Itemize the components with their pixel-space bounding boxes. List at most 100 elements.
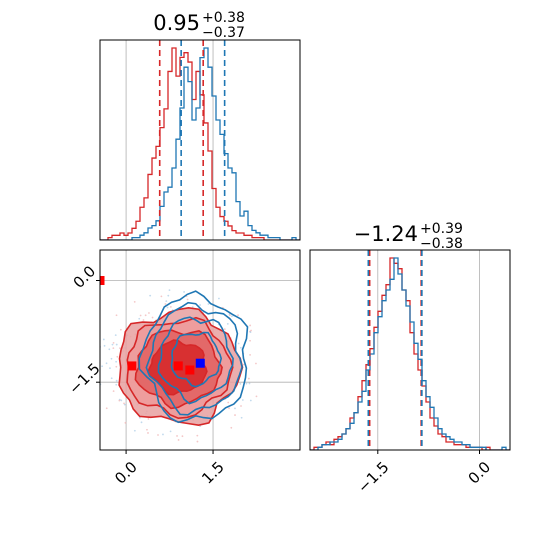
p1-frame — [99, 39, 301, 241]
joint-sample-point — [207, 303, 210, 305]
joint-sample-point — [183, 291, 185, 293]
joint-sample-point — [157, 434, 159, 436]
joint-sample-point — [239, 383, 242, 385]
joint-ytick-label-0: −1.5 — [65, 359, 103, 397]
joint-sample-point — [94, 350, 96, 352]
joint-blue-contour-0 — [170, 331, 223, 388]
p2-frame — [309, 249, 511, 451]
p2-quantile-lines — [367, 250, 423, 450]
joint-sample-point — [105, 407, 108, 410]
joint-sample-point — [162, 433, 164, 436]
hist-panel-param2: −1.5 0.0 −1.24 +0.39 −0.38 — [309, 221, 511, 497]
p2-gridlines — [377, 250, 480, 450]
joint-sample-point — [230, 426, 233, 429]
joint-sample-point — [248, 382, 251, 385]
p2-histogram-red — [310, 257, 510, 450]
p2-xtick-label-0: −1.5 — [354, 458, 392, 496]
joint-sample-point — [110, 377, 113, 380]
joint-sample-point — [119, 328, 122, 331]
joint-sample-point — [133, 300, 136, 303]
p2-histograms — [310, 257, 510, 450]
p1-histogram-blue — [100, 47, 300, 240]
joint-sample-point — [140, 421, 143, 424]
joint-density — [94, 276, 258, 443]
joint-blue-contour-1 — [157, 316, 234, 405]
joint-marker-red-3 — [185, 365, 195, 375]
joint-blue-contour-3 — [138, 290, 249, 424]
joint-sample-point — [102, 338, 105, 341]
joint-sample-point — [147, 432, 149, 434]
joint-sample-point — [176, 435, 178, 437]
joint-sample-point — [115, 379, 118, 382]
joint-sample-point — [167, 294, 170, 297]
joint-sample-point — [234, 407, 236, 410]
joint-sample-point — [115, 343, 118, 346]
joint-marker-red-1 — [127, 361, 137, 371]
joint-sample-point — [149, 294, 152, 297]
joint-sample-point — [98, 385, 100, 387]
joint-sample-point — [218, 297, 220, 300]
joint-sample-point — [119, 347, 121, 350]
joint-sample-point — [110, 357, 113, 360]
joint-sample-point — [112, 347, 115, 349]
title-param1-upper: +0.38 — [202, 10, 245, 26]
joint-sample-point — [191, 306, 194, 308]
joint-sample-point — [116, 355, 119, 358]
joint-xtick-label-0: 0.0 — [111, 458, 141, 488]
joint-sample-point — [196, 440, 199, 443]
joint-sample-point — [151, 316, 154, 319]
joint-sample-point — [247, 377, 250, 380]
joint-sample-point — [249, 399, 252, 402]
joint-sample-point — [169, 306, 172, 308]
title-param1-lower: −0.37 — [202, 25, 245, 41]
joint-sample-point — [165, 300, 168, 302]
joint-sample-point — [186, 298, 189, 301]
joint-sample-point — [147, 418, 150, 420]
p1-quantile-lines — [158, 40, 226, 240]
joint-sample-point — [164, 303, 167, 305]
joint-blue-contour-2 — [145, 301, 243, 416]
joint-sample-point — [142, 319, 145, 321]
joint-sample-point — [96, 388, 98, 390]
joint-marker-red-2 — [173, 361, 183, 371]
joint-sample-point — [168, 289, 171, 292]
title-param2-lower: −0.38 — [420, 236, 463, 252]
joint-sample-point — [227, 401, 230, 404]
joint-sample-point — [234, 414, 236, 416]
joint-sample-point — [223, 328, 226, 331]
joint-sample-point — [118, 399, 121, 402]
p2-x-ticks: −1.5 0.0 — [354, 450, 494, 497]
title-param2-value: −1.24 — [354, 222, 418, 246]
joint-sample-point — [255, 395, 258, 398]
joint-sample-point — [196, 434, 199, 437]
joint-sample-point — [103, 344, 106, 347]
joint-panel: 0.0 1.5 −1.5 0.0 — [65, 249, 301, 488]
joint-sample-point — [115, 365, 118, 368]
joint-sample-point — [108, 348, 111, 351]
joint-sample-point — [111, 343, 114, 346]
joint-sample-point — [249, 324, 252, 327]
title-param2-upper: +0.39 — [420, 221, 463, 237]
joint-sample-point — [228, 314, 231, 317]
joint-sample-point — [240, 416, 243, 419]
joint-sample-point — [181, 435, 184, 438]
joint-sample-point — [239, 346, 242, 349]
joint-sample-point — [112, 341, 115, 344]
joint-sample-point — [96, 346, 98, 348]
joint-sample-point — [160, 295, 163, 298]
joint-sample-point — [112, 390, 115, 393]
joint-sample-point — [114, 334, 117, 337]
joint-sample-point — [226, 322, 229, 325]
joint-ytick-label-1: 0.0 — [70, 262, 100, 292]
joint-sample-point — [249, 331, 252, 334]
joint-sample-point — [138, 317, 141, 320]
p1-histogram-red — [100, 47, 300, 240]
joint-sample-point — [139, 314, 142, 317]
joint-marker-red-0 — [100, 276, 105, 286]
joint-sample-point — [250, 329, 252, 332]
joint-sample-point — [146, 428, 148, 431]
joint-marker-blue-0 — [195, 358, 205, 368]
joint-sample-point — [240, 405, 242, 407]
p2-xtick-label-1: 0.0 — [465, 458, 495, 488]
